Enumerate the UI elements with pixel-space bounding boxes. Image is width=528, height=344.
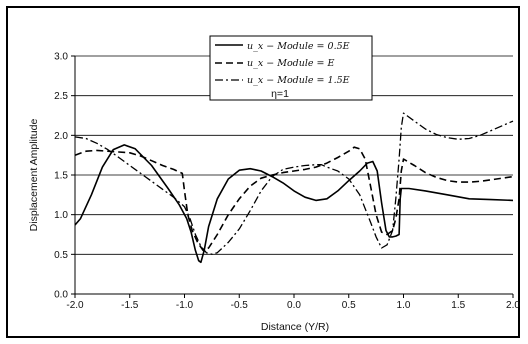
x-axis-title: Distance (Y/R) bbox=[261, 321, 329, 333]
x-tick-label: -2.0 bbox=[66, 300, 84, 311]
legend-box bbox=[209, 35, 373, 101]
x-tick-label: -1.0 bbox=[176, 300, 194, 311]
series-lines bbox=[74, 112, 514, 264]
series-line-2 bbox=[74, 112, 514, 255]
x-tick-label: -1.5 bbox=[121, 300, 139, 311]
y-axis-title: Displacement Amplitude bbox=[28, 119, 40, 232]
y-tick-label: 2.5 bbox=[54, 91, 68, 102]
series-line-1 bbox=[74, 146, 514, 252]
x-tick-label: 1.5 bbox=[451, 300, 465, 311]
eta-annotation: η=1 bbox=[271, 88, 289, 100]
y-tick-label: 3.0 bbox=[54, 52, 68, 63]
y-tick-label: 2.0 bbox=[54, 131, 68, 142]
legend-label-0: u_x − Module = 0.5E bbox=[247, 41, 350, 52]
x-tick-label: 0.0 bbox=[287, 300, 301, 311]
legend: u_x − Module = 0.5E u_x − Module = E u_x… bbox=[209, 35, 373, 101]
legend-label-2: u_x − Module = 1.5E bbox=[247, 75, 350, 86]
x-tick-label: 0.5 bbox=[342, 300, 356, 311]
legend-label-1: u_x − Module = E bbox=[247, 58, 335, 69]
y-tick-label: 1.0 bbox=[54, 210, 68, 221]
x-tick-label: -0.5 bbox=[231, 300, 249, 311]
axes: 0.0 0.5 1.0 1.5 2.0 2.5 3.0 -2.0 -1.5 -1.0 -0.5 0.0… bbox=[54, 52, 520, 312]
x-tick-label: 2.0 bbox=[506, 300, 520, 311]
y-tick-label: 0.5 bbox=[54, 250, 68, 261]
series-line-0 bbox=[74, 144, 514, 264]
x-tick-label: 1.0 bbox=[397, 300, 411, 311]
y-tick-label: 0.0 bbox=[54, 290, 68, 301]
y-tick-label: 1.5 bbox=[54, 171, 68, 182]
